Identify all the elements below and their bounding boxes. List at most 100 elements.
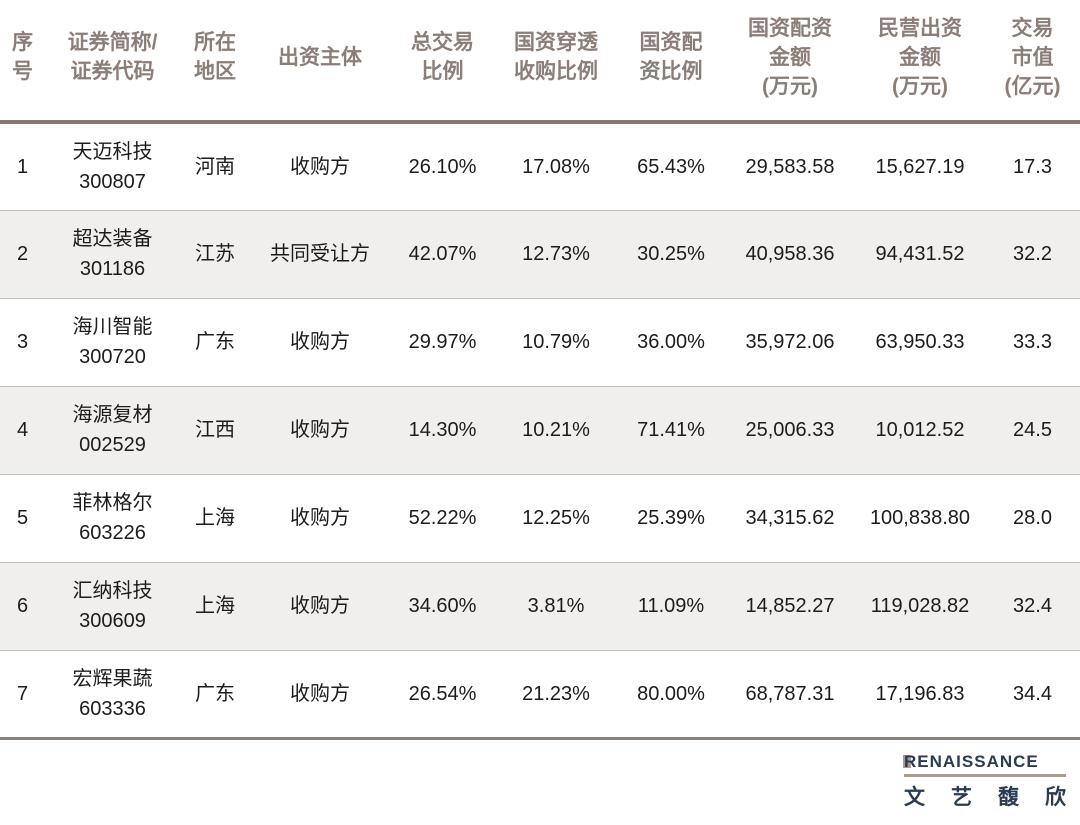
logo-underline xyxy=(904,774,1066,777)
cell-security: 天迈科技 300807 xyxy=(45,122,180,210)
cell-entity: 收购方 xyxy=(250,473,390,562)
security-name: 海源复材 xyxy=(72,404,153,426)
cell-allocation-ratio: 30.25% xyxy=(617,209,725,298)
cell-region: 上海 xyxy=(180,561,250,650)
security-name: 菲林格尔 xyxy=(72,492,153,514)
table-body: 1 天迈科技 300807 河南 收购方 26.10% 17.08% 65.43… xyxy=(0,122,1080,740)
security-name: 宏辉果蔬 xyxy=(72,667,153,690)
table-row: 1 天迈科技 300807 河南 收购方 26.10% 17.08% 65.43… xyxy=(0,122,1080,210)
cell-market-value: 34.4 xyxy=(985,649,1080,740)
cell-security: 海源复材 002529 xyxy=(45,385,180,474)
cell-total-ratio: 26.10% xyxy=(408,155,477,178)
cell-state-amount: 14,852.27 xyxy=(725,561,855,650)
cell-private-amount: 94,431.52 xyxy=(855,209,985,298)
cell-total-ratio: 42.07% xyxy=(390,209,495,298)
cell-private-amount: 100,838.80 xyxy=(855,473,985,562)
cell-penetration-ratio: 10.21% xyxy=(495,385,617,474)
cell-total-ratio: 14.30% xyxy=(390,385,495,474)
cell-state-amount: 40,958.36 xyxy=(725,209,855,298)
cell-allocation-ratio: 11.09% xyxy=(617,561,725,650)
cell-state-amount: 29,583.58 xyxy=(745,155,835,178)
cell-total-ratio: 29.97% xyxy=(390,297,495,386)
cell-market-value: 32.4 xyxy=(985,561,1080,650)
cell-state-amount: 35,972.06 xyxy=(725,297,855,386)
logo-cn-char: 文 xyxy=(904,786,925,809)
cell-index: 1 xyxy=(16,155,29,178)
header-penetration-ratio: 国资穿透 收购比例 xyxy=(495,0,617,124)
table-header: 序 号 证券简称/ 证券代码 所在 地区 出资主体 总交易 比例 国资穿透 收购… xyxy=(0,0,1080,124)
cell-region: 江西 xyxy=(180,385,250,474)
cell-entity: 收购方 xyxy=(250,649,390,740)
cell-region: 广东 xyxy=(180,297,250,386)
cell-penetration-ratio: 17.08% xyxy=(522,155,590,178)
cell-market-value: 33.3 xyxy=(985,297,1080,386)
header-market-value: 交易 市值 (亿元) xyxy=(985,0,1080,124)
cell-state-amount: 68,787.31 xyxy=(725,649,855,740)
cell-entity: 收购方 xyxy=(250,297,390,386)
security-code: 300609 xyxy=(79,610,146,632)
table-row: 5 菲林格尔 603226 上海 收购方 52.22% 12.25% 25.39… xyxy=(0,473,1080,562)
table-row: 3 海川智能 300720 广东 收购方 29.97% 10.79% 36.00… xyxy=(0,297,1080,386)
cell-security: 汇纳科技 300609 xyxy=(45,561,180,650)
cell-entity: 共同受让方 xyxy=(250,209,390,298)
cell-allocation-ratio: 36.00% xyxy=(617,297,725,386)
logo-cn-char: 艺 xyxy=(951,786,972,809)
cell-private-amount: 63,950.33 xyxy=(855,297,985,386)
logo-wordmark: R ENAISSANCE xyxy=(903,752,1066,772)
security-code: 300807 xyxy=(79,170,146,193)
cell-index: 4 xyxy=(0,385,45,474)
security-name: 超达装备 xyxy=(72,228,153,250)
header-entity: 出资主体 xyxy=(250,0,390,124)
table-row: 4 海源复材 002529 江西 收购方 14.30% 10.21% 71.41… xyxy=(0,385,1080,474)
cell-entity: 收购方 xyxy=(290,155,350,178)
security-name: 海川智能 xyxy=(72,316,153,338)
cell-allocation-ratio: 71.41% xyxy=(617,385,725,474)
cell-penetration-ratio: 12.25% xyxy=(495,473,617,562)
security-name: 汇纳科技 xyxy=(72,580,153,602)
cell-index: 5 xyxy=(0,473,45,562)
header-allocation-ratio: 国资配 资比例 xyxy=(617,0,725,124)
cell-region: 江苏 xyxy=(180,209,250,298)
cell-penetration-ratio: 10.79% xyxy=(495,297,617,386)
header-total-ratio: 总交易 比例 xyxy=(390,0,495,124)
cell-allocation-ratio: 25.39% xyxy=(617,473,725,562)
cell-private-amount: 10,012.52 xyxy=(855,385,985,474)
cell-total-ratio: 34.60% xyxy=(390,561,495,650)
cell-region: 河南 xyxy=(195,155,235,178)
cell-private-amount: 119,028.82 xyxy=(855,561,985,650)
logo-cn-char: 馥 xyxy=(998,786,1019,809)
cell-security: 菲林格尔 603226 xyxy=(45,473,180,562)
cell-penetration-ratio: 3.81% xyxy=(495,561,617,650)
header-index: 序 号 xyxy=(0,0,45,124)
cell-market-value: 24.5 xyxy=(985,385,1080,474)
cell-allocation-ratio: 65.43% xyxy=(637,155,705,178)
security-code: 603226 xyxy=(79,522,146,544)
logo-r-mark-icon: R xyxy=(903,752,918,771)
cell-security: 海川智能 300720 xyxy=(45,297,180,386)
deals-table: 序 号 证券简称/ 证券代码 所在 地区 出资主体 总交易 比例 国资穿透 收购… xyxy=(0,0,1080,740)
cell-entity: 收购方 xyxy=(250,385,390,474)
table-row: 7 宏辉果蔬 603336 广东 收购方 26.54% 21.23% 80.00… xyxy=(0,649,1080,740)
header-private-amount: 民营出资 金额 (万元) xyxy=(855,0,985,124)
logo-cn-char: 欣 xyxy=(1045,786,1066,809)
cell-market-value: 32.2 xyxy=(985,209,1080,298)
cell-total-ratio: 26.54% xyxy=(390,649,495,740)
cell-region: 上海 xyxy=(180,473,250,562)
cell-state-amount: 34,315.62 xyxy=(725,473,855,562)
logo-wordmark-rest: ENAISSANCE xyxy=(917,752,1039,771)
header-region: 所在 地区 xyxy=(180,0,250,124)
brand-logo: R ENAISSANCE 文 艺 馥 欣 xyxy=(903,752,1066,811)
security-code: 301186 xyxy=(79,258,146,280)
cell-penetration-ratio: 21.23% xyxy=(495,649,617,740)
cell-private-amount: 15,627.19 xyxy=(875,155,965,178)
cell-security: 超达装备 301186 xyxy=(45,209,180,298)
cell-market-value: 28.0 xyxy=(985,473,1080,562)
cell-total-ratio: 52.22% xyxy=(390,473,495,562)
header-row: 序 号 证券简称/ 证券代码 所在 地区 出资主体 总交易 比例 国资穿透 收购… xyxy=(0,0,1080,124)
cell-index: 7 xyxy=(0,649,45,740)
cell-security: 宏辉果蔬 603336 xyxy=(45,649,180,740)
security-code: 603336 xyxy=(79,697,146,720)
cell-index: 2 xyxy=(0,209,45,298)
header-state-amount: 国资配资 金额 (万元) xyxy=(725,0,855,124)
